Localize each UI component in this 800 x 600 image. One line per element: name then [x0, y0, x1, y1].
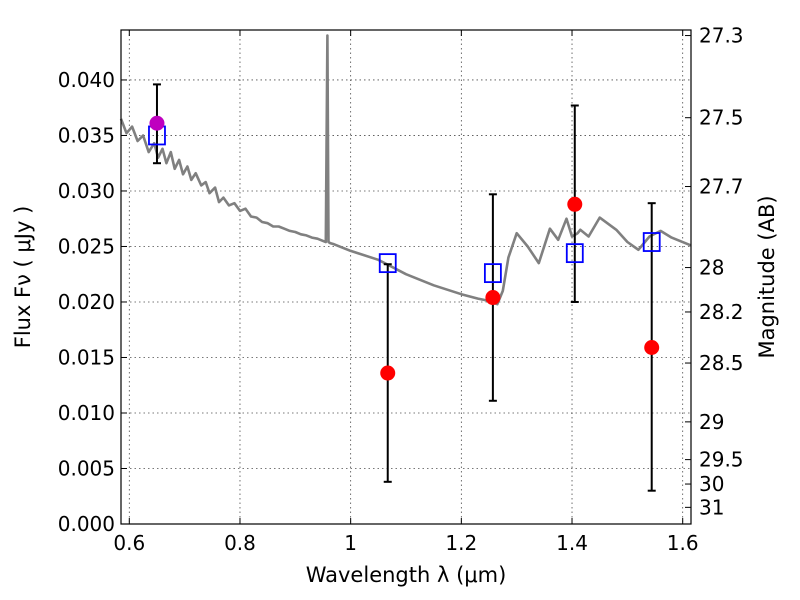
x-tick-label: 0.6	[113, 531, 145, 555]
x-tick-label: 1.6	[667, 531, 699, 555]
observed-point	[380, 365, 396, 381]
x-tick-label: 1.2	[445, 531, 477, 555]
magnitude-tick-label: 28	[699, 256, 724, 280]
magnitude-tick-label: 29.5	[699, 448, 744, 472]
model-photometry-point	[565, 243, 584, 264]
x-axis-label: Wavelength λ (μm)	[306, 563, 507, 587]
observed-point	[567, 196, 583, 212]
marker-layer	[148, 115, 661, 381]
model-photometry-point	[378, 253, 397, 274]
observed-point	[644, 339, 660, 355]
x-tick-label: 1.4	[556, 531, 588, 555]
magnitude-tick-label: 27.7	[699, 175, 744, 199]
magnitude-tick-label: 27.3	[699, 24, 744, 48]
model-photometry-point	[642, 232, 661, 252]
errorbar-layer	[152, 83, 656, 492]
x-tick-label: 0.8	[224, 531, 256, 555]
magnitude-tick-label: 29	[699, 410, 724, 434]
y-tick-label: 0.000	[58, 512, 115, 536]
y-tick-label: 0.005	[58, 456, 115, 480]
grid	[121, 30, 691, 525]
y-tick-label: 0.010	[58, 401, 115, 425]
y-tick-label: 0.015	[58, 345, 115, 369]
model-photometry-point	[483, 263, 502, 284]
y-tick-label: 0.035	[58, 123, 115, 147]
observed-point	[485, 290, 501, 306]
y-tick-label: 0.020	[58, 290, 115, 314]
magnitude-tick-label: 27.5	[699, 106, 744, 130]
spectrum-layer	[119, 34, 692, 306]
y-tick-label: 0.025	[58, 234, 115, 258]
y-tick-label: 0.030	[58, 179, 115, 203]
magnitude-tick-label: 30	[699, 472, 724, 496]
y-tick-label: 0.040	[58, 68, 115, 92]
x-tick-label: 1	[344, 531, 357, 555]
y-axis-label: Flux Fν ( μJy )	[11, 206, 35, 349]
magnitude-tick-label: 28.2	[699, 300, 744, 324]
ticks: 0.6 0.8 1 1.2 1.4 1.6 0.000 0.005 0.010 0.015 0.02…	[58, 24, 744, 555]
model-spectrum-line	[119, 34, 692, 306]
magnitude-tick-label: 31	[699, 495, 724, 519]
observed-point	[149, 115, 165, 131]
y2-axis-label: Magnitude (AB)	[755, 195, 779, 358]
plot-frame	[120, 29, 692, 525]
magnitude-tick-label: 28.5	[699, 351, 744, 375]
